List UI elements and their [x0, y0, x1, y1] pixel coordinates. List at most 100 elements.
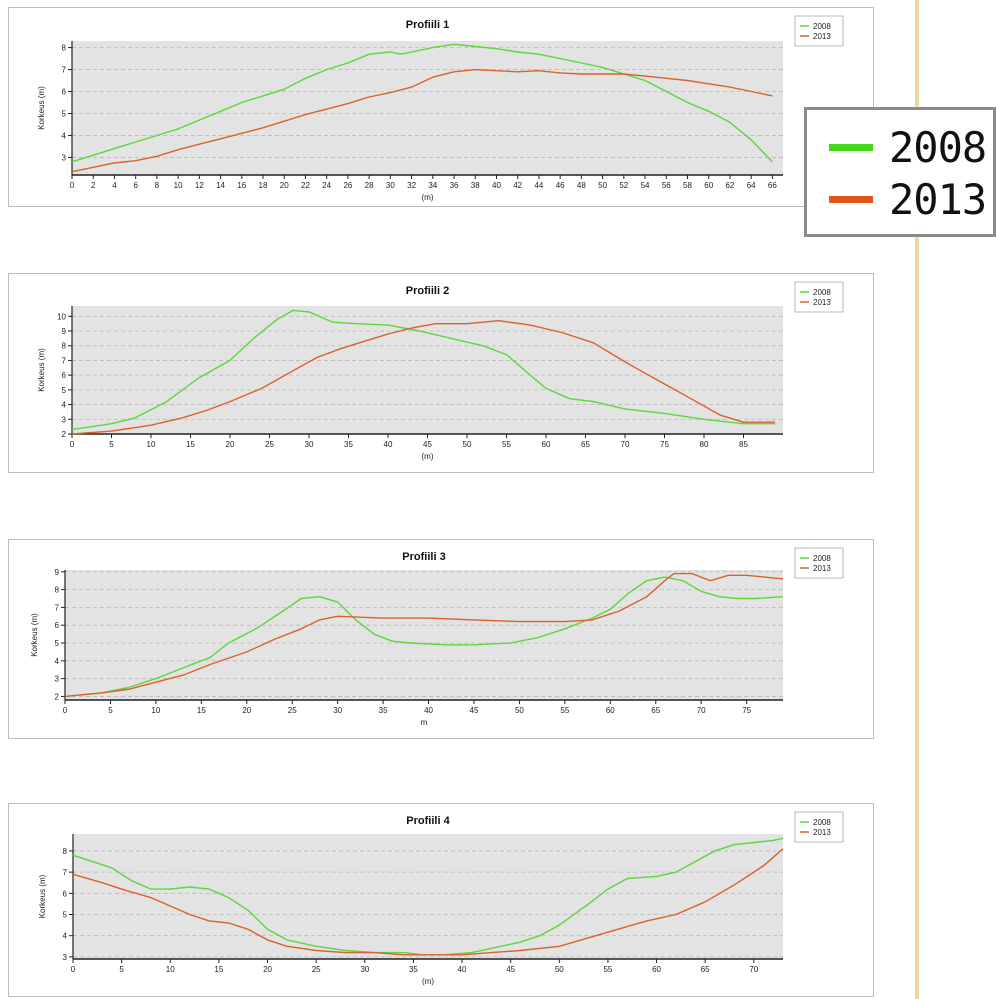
series-line-2008 [71, 309, 776, 431]
y-tick-label: 7 [63, 868, 68, 877]
y-tick-label: 5 [63, 911, 68, 920]
x-tick-label: 0 [70, 440, 75, 449]
x-tick-label: 54 [641, 181, 650, 190]
x-tick-label: 60 [542, 440, 551, 449]
y-tick-label: 6 [63, 889, 68, 898]
x-tick-label: 40 [424, 706, 433, 715]
big-legend: 2008 2013 [804, 107, 996, 237]
legend-label-2008: 2008 [813, 288, 831, 297]
plot-area [72, 41, 783, 175]
legend-box [794, 15, 844, 47]
y-tick-label: 4 [63, 932, 68, 941]
x-tick-label: 45 [423, 440, 432, 449]
x-tick-label: 5 [108, 706, 113, 715]
x-tick-label: 40 [384, 440, 393, 449]
x-tick-label: 65 [581, 440, 590, 449]
x-tick-label: 16 [237, 181, 246, 190]
chart-title: Profiili 4 [406, 815, 450, 827]
x-tick-label: 34 [428, 181, 437, 190]
x-tick-label: 45 [506, 965, 515, 974]
x-tick-label: 25 [288, 706, 297, 715]
y-tick-label: 8 [62, 342, 67, 351]
x-tick-label: 25 [312, 965, 321, 974]
x-tick-label: 30 [360, 965, 369, 974]
x-tick-label: 46 [556, 181, 565, 190]
x-tick-label: 0 [70, 181, 75, 190]
x-tick-label: 15 [214, 965, 223, 974]
x-tick-label: 75 [660, 440, 669, 449]
x-tick-label: 35 [409, 965, 418, 974]
y-tick-label: 7 [62, 356, 67, 365]
x-tick-label: 55 [502, 440, 511, 449]
x-tick-label: 60 [704, 181, 713, 190]
x-tick-label: 22 [301, 181, 310, 190]
x-tick-label: 5 [119, 965, 124, 974]
legend-label-2008: 2008 [813, 22, 831, 31]
legend-label-2008: 2008 [813, 554, 831, 563]
series-line-2013 [71, 320, 776, 435]
legend-label-2013: 2013 [889, 174, 987, 224]
legend-label-2013: 2013 [813, 564, 831, 573]
x-axis-label: (m) [422, 193, 434, 202]
x-tick-label: 15 [186, 440, 195, 449]
y-tick-label: 4 [55, 657, 60, 666]
x-tick-label: 48 [577, 181, 586, 190]
x-tick-label: 56 [662, 181, 671, 190]
vertical-divider [915, 0, 919, 999]
y-tick-label: 2 [55, 692, 60, 701]
legend-label-2013: 2013 [813, 32, 831, 41]
x-tick-label: 20 [242, 706, 251, 715]
legend-swatch-2013 [829, 195, 873, 203]
x-tick-label: 8 [155, 181, 160, 190]
x-tick-label: 64 [747, 181, 756, 190]
series-line-2008 [64, 576, 784, 698]
x-tick-label: 4 [112, 181, 117, 190]
y-tick-label: 7 [55, 603, 60, 612]
x-tick-label: 60 [652, 965, 661, 974]
plot-area [72, 306, 783, 434]
x-tick-label: 35 [344, 440, 353, 449]
x-tick-label: 65 [701, 965, 710, 974]
plot-area [73, 834, 783, 959]
x-tick-label: 5 [109, 440, 114, 449]
chart-profiili-3: Profiili 3 2 3 4 5 6 7 8 9 0 5 10 15 20 25 30 35 40 45 50 55… [8, 539, 874, 739]
x-tick-label: 55 [560, 706, 569, 715]
series-line-2013 [72, 848, 784, 956]
y-tick-label: 10 [57, 312, 66, 321]
y-tick-label: 7 [62, 66, 67, 75]
x-tick-label: 85 [739, 440, 748, 449]
x-tick-label: 2 [91, 181, 96, 190]
x-tick-label: 10 [151, 706, 160, 715]
x-tick-label: 15 [197, 706, 206, 715]
x-tick-label: 36 [450, 181, 459, 190]
x-tick-label: 44 [534, 181, 543, 190]
y-axis-label: Korkeus (m) [37, 348, 46, 392]
x-tick-label: 10 [174, 181, 183, 190]
chart-title: Profiili 3 [402, 551, 445, 563]
x-tick-label: 45 [470, 706, 479, 715]
y-axis-label: Korkeus (m) [38, 874, 47, 918]
x-tick-label: 50 [463, 440, 472, 449]
chart-profiili-4: Profiili 4 3 4 5 6 7 8 0 5 10 15 20 25 30 35 40 45 50 55 60… [8, 803, 874, 997]
chart-title: Profiili 2 [406, 285, 449, 297]
x-tick-label: 65 [651, 706, 660, 715]
chart-profiili-2: Profiili 2 2 3 4 5 6 7 8 9 10 0 5 10 15 20 25 30 35 40 45 50… [8, 273, 874, 473]
x-tick-label: 42 [513, 181, 522, 190]
y-tick-label: 3 [63, 953, 68, 962]
x-tick-label: 80 [700, 440, 709, 449]
y-tick-label: 8 [63, 847, 68, 856]
y-tick-label: 6 [55, 621, 60, 630]
x-tick-label: 30 [386, 181, 395, 190]
legend-box [794, 811, 844, 843]
x-tick-label: 40 [458, 965, 467, 974]
x-tick-label: 70 [621, 440, 630, 449]
legend-label-2013: 2013 [813, 298, 831, 307]
y-tick-label: 4 [62, 131, 67, 140]
x-tick-label: 55 [603, 965, 612, 974]
x-tick-label: 24 [322, 181, 331, 190]
y-tick-label: 3 [62, 415, 67, 424]
big-legend-item-2013: 2013 [829, 174, 987, 224]
